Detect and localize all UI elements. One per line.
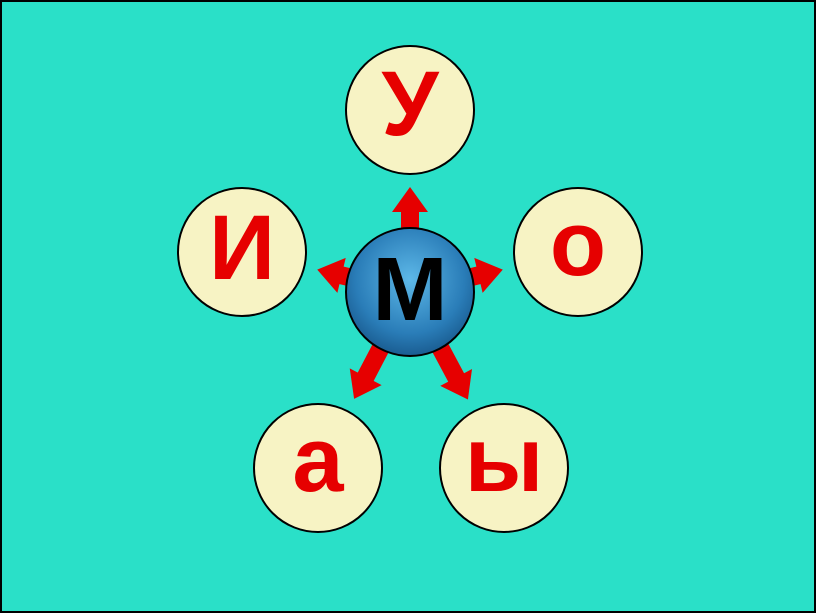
outer-node-label-3: а bbox=[292, 414, 343, 506]
outer-node-2: ы bbox=[439, 403, 569, 533]
center-node: М bbox=[345, 227, 475, 357]
diagram-canvas: Уо ы а И М bbox=[0, 0, 816, 613]
outer-node-1: о bbox=[513, 187, 643, 317]
outer-node-label-4: И bbox=[209, 202, 275, 294]
outer-node-3: а bbox=[253, 403, 383, 533]
outer-node-4: И bbox=[177, 187, 307, 317]
outer-node-label-2: ы bbox=[465, 414, 544, 506]
outer-node-label-1: о bbox=[550, 198, 606, 290]
outer-node-0: У bbox=[345, 45, 475, 175]
center-node-label: М bbox=[373, 245, 448, 335]
outer-node-label-0: У bbox=[381, 58, 438, 150]
